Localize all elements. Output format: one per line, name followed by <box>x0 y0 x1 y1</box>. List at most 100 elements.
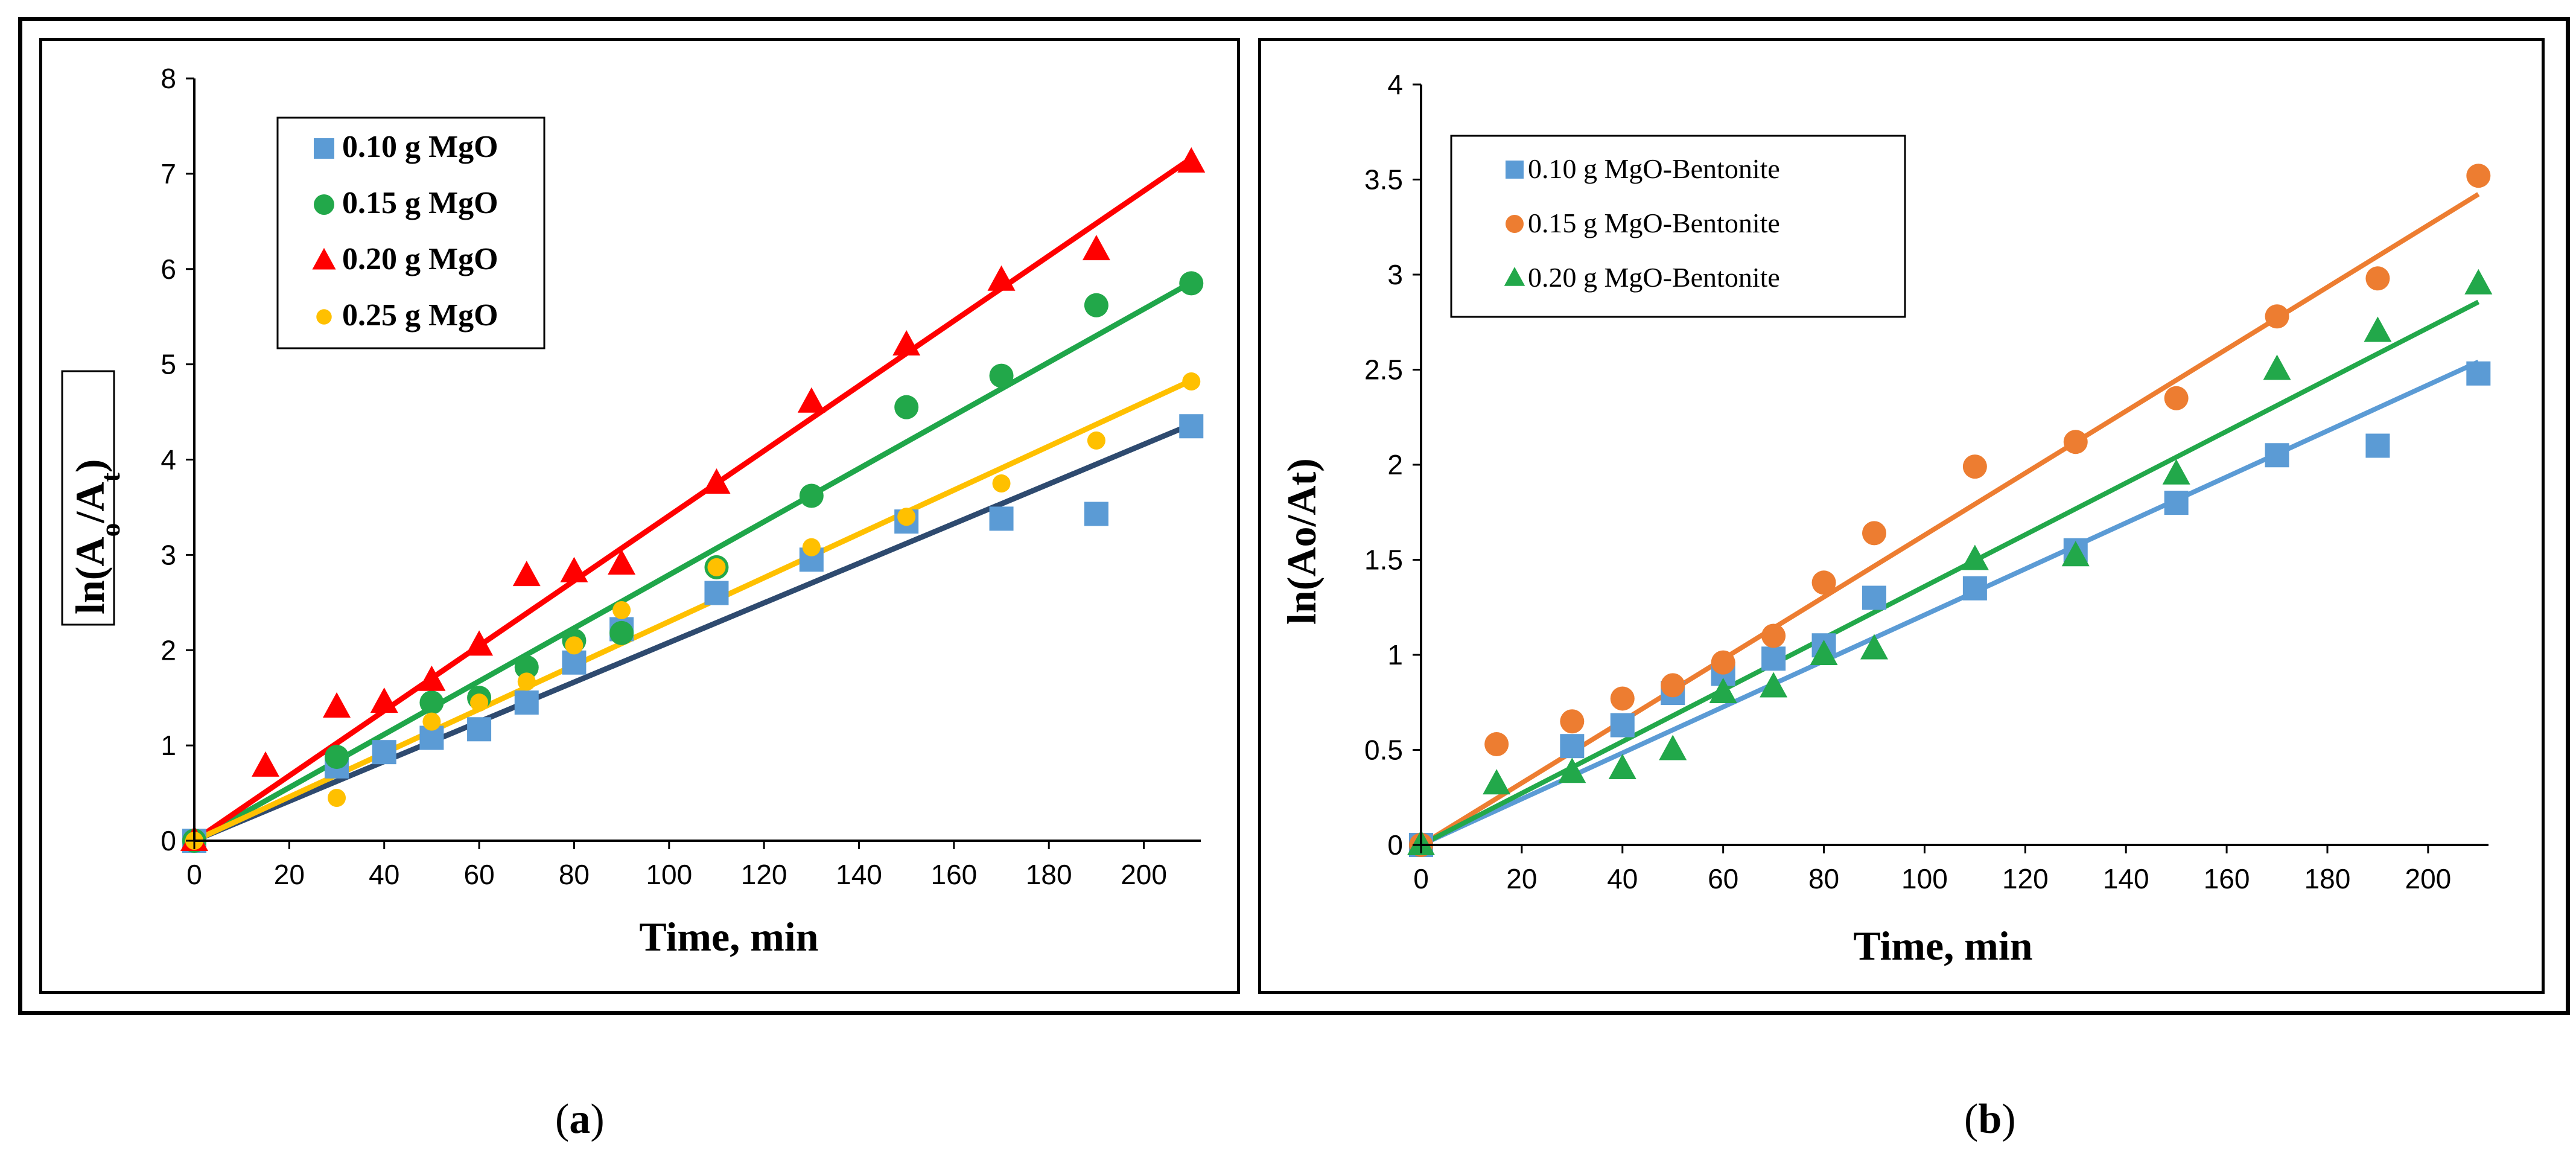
x-tick-label: 200 <box>1121 859 1167 890</box>
data-point <box>1862 585 1886 610</box>
data-point <box>1608 754 1636 779</box>
y-axis-label-a-box <box>61 370 115 626</box>
x-tick-label: 60 <box>1708 863 1738 894</box>
y-axis-label-b: ln(Ao/At) <box>1279 458 1325 625</box>
x-axis-label-a: Time, min <box>639 914 818 960</box>
x-tick-label: 200 <box>2405 863 2451 894</box>
x-tick-label: 180 <box>2304 863 2351 894</box>
data-point <box>802 538 821 556</box>
data-point <box>702 468 731 494</box>
fit-line-a-2 <box>192 280 1193 843</box>
y-tick-label: 0 <box>1387 829 1403 861</box>
data-point <box>799 483 824 508</box>
data-point <box>1084 502 1108 526</box>
data-point <box>2164 386 2189 410</box>
data-point <box>1961 544 1989 570</box>
data-point <box>2364 316 2392 342</box>
data-point <box>512 561 541 587</box>
x-axis-label-b: Time, min <box>1853 923 2032 969</box>
data-point <box>1811 570 1836 595</box>
data-point <box>1182 372 1201 391</box>
data-point <box>1860 634 1888 660</box>
data-point <box>2464 269 2493 295</box>
legend-marker <box>314 138 334 159</box>
data-point <box>422 712 441 731</box>
fit-line-b-3 <box>1420 299 2480 847</box>
data-point <box>1084 293 1108 317</box>
data-point <box>2365 266 2390 291</box>
x-tick-label: 60 <box>463 859 494 890</box>
legend-label: 0.10 g MgO <box>342 130 498 164</box>
data-point <box>2063 430 2088 454</box>
x-tick-label: 140 <box>2103 863 2149 894</box>
series-b-3 <box>1407 269 2493 855</box>
fit-line-a-4 <box>193 378 1193 844</box>
data-point <box>1659 735 1687 760</box>
x-tick-label: 40 <box>1607 863 1638 894</box>
data-point <box>987 265 1016 291</box>
panel-b-frame <box>1258 38 2545 994</box>
data-point <box>1484 732 1509 757</box>
data-point <box>1087 431 1105 450</box>
data-point <box>1709 678 1737 703</box>
data-point <box>608 549 636 575</box>
y-tick-label: 6 <box>161 253 176 285</box>
data-point <box>989 363 1014 388</box>
data-point <box>1962 576 1987 601</box>
data-point <box>1483 769 1511 795</box>
data-point <box>1558 757 1586 783</box>
legend-b: 0.10 g MgO-Bentonite 0.15 g MgO-Bentonite… <box>1450 135 1906 318</box>
legend-marker <box>1506 215 1524 233</box>
data-point <box>467 717 492 742</box>
y-tick-label: 3 <box>161 539 176 570</box>
x-tick-label: 0 <box>186 859 202 890</box>
panel-a-frame <box>39 38 1240 994</box>
data-point <box>1862 521 1886 546</box>
data-points-a <box>180 147 1206 853</box>
data-point <box>1177 147 1206 173</box>
data-point <box>609 620 634 645</box>
data-points-b <box>1407 164 2493 857</box>
data-point <box>2263 354 2291 380</box>
data-point <box>1761 623 1786 648</box>
x-tick-label: 80 <box>1808 863 1839 894</box>
data-point <box>1810 640 1838 665</box>
data-point <box>1560 734 1585 759</box>
data-point <box>560 556 588 582</box>
y-tick-label: 3.5 <box>1364 164 1403 196</box>
data-point <box>992 474 1011 492</box>
fit-line-b-1 <box>1420 359 2479 847</box>
data-point <box>418 665 446 691</box>
data-point <box>797 387 825 413</box>
y-tick-label: 8 <box>161 63 176 94</box>
y-tick-label: 1 <box>161 730 176 761</box>
data-point <box>1962 454 1987 479</box>
data-point <box>470 693 489 712</box>
y-tick-label: 4 <box>161 444 176 476</box>
data-point <box>328 788 346 807</box>
x-tick-label: 100 <box>1901 863 1948 894</box>
caption-b: (b) <box>1964 1096 2016 1142</box>
data-point <box>2265 443 2289 468</box>
fit-lines-b <box>1419 192 2480 847</box>
data-point <box>2061 541 2090 567</box>
legend-label: 0.20 g MgO <box>342 242 498 276</box>
legend-a: 0.10 g MgO 0.15 g MgO 0.20 g MgO 0.25 g MgO <box>276 116 545 349</box>
data-point <box>989 506 1014 531</box>
figure-frame <box>18 17 2570 1015</box>
legend-label: 0.15 g MgO <box>342 186 498 220</box>
legend-marker <box>1504 267 1525 286</box>
data-point <box>1179 271 1204 296</box>
x-tick-label: 180 <box>1026 859 1072 890</box>
legend-label: 0.10 g MgO-Bentonite <box>1528 153 1780 184</box>
data-point <box>2164 491 2189 515</box>
legend-marker <box>312 247 336 270</box>
data-point <box>1179 414 1204 439</box>
series-a-4 <box>185 372 1201 850</box>
data-point <box>1610 686 1635 711</box>
data-point <box>707 558 726 576</box>
fit-lines-a <box>192 156 1193 844</box>
